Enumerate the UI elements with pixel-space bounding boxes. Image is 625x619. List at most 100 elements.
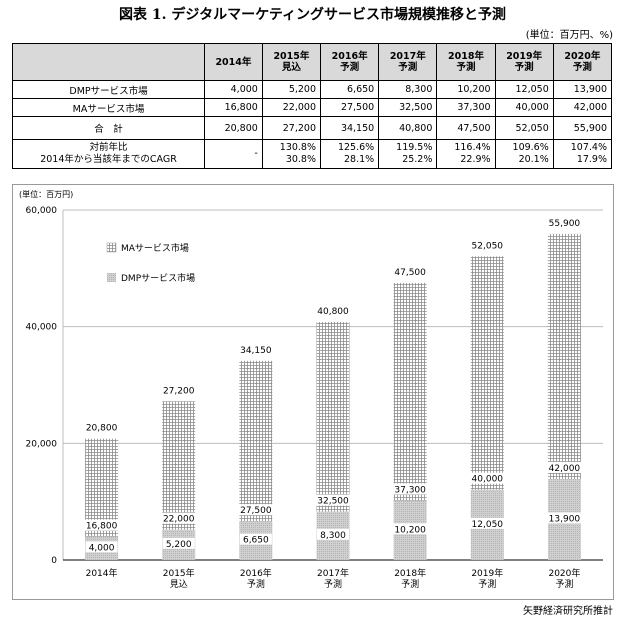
table-cell: 55,900 bbox=[552, 116, 613, 140]
legend-swatch-ma bbox=[106, 242, 117, 253]
data-label-total-bg bbox=[391, 265, 429, 277]
column-header: 2020年 予測 bbox=[552, 43, 613, 81]
bar-ma bbox=[316, 322, 350, 512]
x-tick-label: 予測 bbox=[247, 578, 265, 590]
data-label-total-bg bbox=[314, 305, 352, 316]
data-label-total-bg bbox=[237, 343, 275, 355]
data-label-total: 20,800 bbox=[86, 424, 118, 434]
table-cell: 22,000 bbox=[261, 98, 322, 117]
table-header-row: 2014年 2015年 見込 2016年 予測 2017年 予測 2018年 予測 20… bbox=[12, 43, 613, 81]
data-label-total: 47,500 bbox=[394, 268, 426, 278]
source-note: 矢野経済研究所推計 bbox=[523, 606, 613, 617]
table-cell: 5,200 bbox=[261, 80, 322, 99]
data-label-dmp: 10,200 bbox=[394, 525, 426, 535]
data-label-dmp: 6,650 bbox=[243, 536, 269, 546]
legend-swatch-dmp bbox=[107, 273, 116, 282]
data-label-dmp-bg bbox=[239, 533, 272, 545]
data-label-dmp-bg bbox=[391, 523, 429, 535]
data-label-dmp-bg bbox=[85, 541, 118, 553]
x-tick-label: 2016年 bbox=[240, 567, 272, 579]
data-label-ma: 32,500 bbox=[317, 497, 349, 507]
table-cell: 130.8% 30.8% bbox=[261, 139, 322, 169]
table-cell: 16,800 bbox=[204, 98, 263, 117]
data-label-dmp-bg bbox=[545, 512, 584, 524]
table-row-dmp: DMPサービス市場 4,000 5,200 6,650 8,300 10,200… bbox=[12, 80, 613, 99]
x-tick-label: 2018年 bbox=[394, 567, 426, 579]
table-cell: 47,500 bbox=[436, 116, 496, 140]
data-label-total-bg bbox=[159, 384, 198, 396]
table-row-ma: MAサービス市場 16,800 22,000 27,500 32,500 37,… bbox=[12, 98, 613, 117]
unit-note: (単位：百万円、%) bbox=[525, 30, 613, 41]
row-label: DMPサービス市場 bbox=[12, 80, 205, 99]
table-cell: 40,000 bbox=[494, 98, 554, 117]
bar-ma bbox=[470, 256, 504, 490]
data-label-ma: 16,800 bbox=[86, 522, 118, 532]
data-label-total: 52,050 bbox=[472, 241, 504, 251]
data-label-ma-bg bbox=[391, 483, 429, 495]
x-tick-label: 予測 bbox=[401, 578, 419, 590]
data-label-ma: 42,000 bbox=[549, 464, 581, 474]
x-tick-label: 見込 bbox=[170, 579, 188, 590]
row-label: MAサービス市場 bbox=[12, 98, 205, 117]
column-header: 2015年 見込 bbox=[261, 43, 322, 81]
table-cell: 42,000 bbox=[552, 98, 613, 117]
table-cell: 4,000 bbox=[204, 80, 263, 99]
table-cell: - bbox=[204, 139, 263, 169]
table-cell: 27,500 bbox=[320, 98, 380, 117]
bar-ma bbox=[239, 360, 273, 522]
table-cell: 8,300 bbox=[378, 80, 438, 99]
data-label-dmp-bg bbox=[468, 517, 507, 529]
table-cell: 6,650 bbox=[320, 80, 380, 99]
page-title: 図表 1. デジタルマーケティングサービス市場規模推移と予測 bbox=[119, 7, 506, 23]
bar-ma bbox=[547, 233, 581, 479]
data-label-total-bg bbox=[82, 421, 121, 433]
row-label: 対前年比 2014年から当該年までのCAGR bbox=[12, 139, 205, 169]
header-blank-cell bbox=[12, 43, 205, 81]
x-tick-label: 予測 bbox=[478, 578, 496, 590]
table-cell: 107.4% 17.9% bbox=[552, 139, 613, 169]
row-label: 合 計 bbox=[12, 116, 205, 140]
column-header: 2014年 bbox=[204, 43, 263, 81]
table-cell: 125.6% 28.1% bbox=[320, 139, 380, 169]
data-label-total: 55,900 bbox=[549, 219, 581, 229]
data-label-ma-bg bbox=[159, 512, 198, 524]
y-tick-label: 40,000 bbox=[26, 323, 58, 333]
data-label-ma-bg bbox=[237, 504, 275, 516]
table-cell: 34,150 bbox=[320, 116, 380, 140]
table-cell: 116.4% 22.9% bbox=[436, 139, 496, 169]
table-cell: 10,200 bbox=[436, 80, 496, 99]
data-label-dmp: 4,000 bbox=[89, 543, 115, 553]
data-label-total-bg bbox=[545, 216, 584, 228]
column-header: 2018年 予測 bbox=[436, 43, 496, 81]
table-row-total: 合 計 20,800 27,200 34,150 40,800 47,500 5… bbox=[12, 116, 613, 140]
table-row-growth: 対前年比 2014年から当該年までのCAGR - 130.8% 30.8% 125.… bbox=[12, 139, 613, 169]
y-tick-label: 60,000 bbox=[26, 206, 58, 216]
data-label-dmp: 13,900 bbox=[549, 514, 581, 524]
bar-ma bbox=[162, 401, 196, 530]
x-tick-label: 2020年 bbox=[548, 567, 580, 579]
table-cell: 109.6% 20.1% bbox=[494, 139, 554, 169]
table-cell: 32,500 bbox=[378, 98, 438, 117]
table-cell: 52,050 bbox=[494, 116, 554, 140]
table-cell: 27,200 bbox=[261, 116, 322, 140]
data-label-ma-bg bbox=[545, 461, 584, 473]
data-label-dmp-bg bbox=[317, 528, 349, 540]
legend-label-ma: MAサービス市場 bbox=[121, 242, 189, 254]
data-label-total: 27,200 bbox=[163, 386, 195, 396]
stacked-bar-chart: (単位：百万円) 0 20,000 40,000 60,000 4,000 16,800 20… bbox=[19, 189, 603, 590]
data-label-ma-bg bbox=[314, 494, 352, 506]
data-label-ma-bg bbox=[82, 519, 121, 531]
data-label-total-bg bbox=[468, 239, 507, 251]
data-label-ma: 27,500 bbox=[240, 506, 272, 516]
data-label-dmp-bg bbox=[162, 537, 195, 549]
table-cell: 13,900 bbox=[552, 80, 613, 99]
x-tick-label: 2014年 bbox=[86, 567, 118, 579]
legend-label-dmp: DMPサービス市場 bbox=[121, 272, 195, 284]
x-tick-label: 予測 bbox=[324, 578, 342, 590]
column-header: 2019年 予測 bbox=[494, 43, 554, 81]
y-tick-label: 20,000 bbox=[26, 439, 58, 449]
x-tick-label: 予測 bbox=[555, 578, 573, 590]
column-header: 2016年 予測 bbox=[320, 43, 380, 81]
chart-frame: (単位：百万円) 0 20,000 40,000 60,000 4,000 16,800 20… bbox=[12, 184, 614, 600]
bar-ma bbox=[393, 282, 427, 501]
